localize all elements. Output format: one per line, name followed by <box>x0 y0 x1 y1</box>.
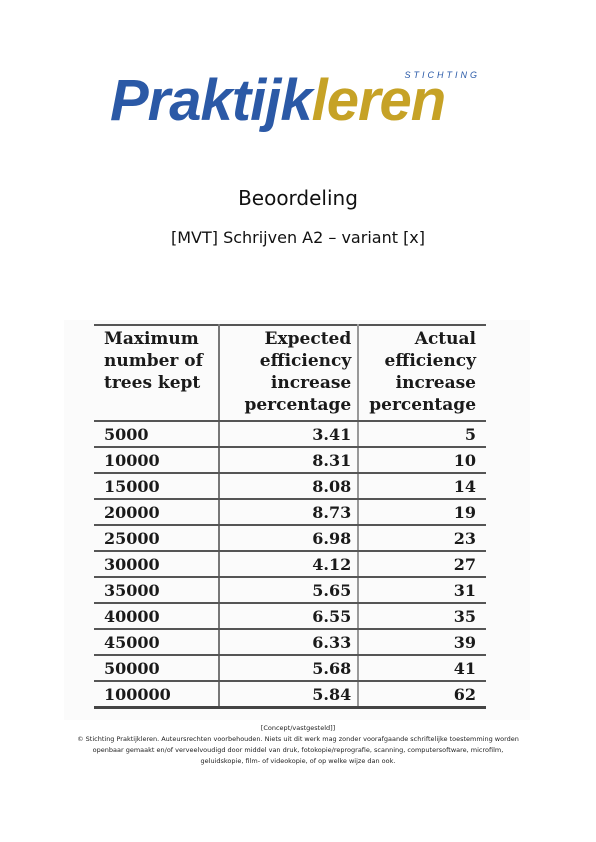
table-row: 15000 8.08 14 <box>94 473 486 500</box>
logo-wordmark: Praktijkleren <box>110 66 447 136</box>
copyright-footer: [Concept/vastgesteld]] © Stichting Prakt… <box>0 723 596 767</box>
cell-max-trees: 45000 <box>94 629 220 656</box>
cell-actual-efficiency: 39 <box>358 629 486 656</box>
cell-actual-efficiency: 19 <box>358 499 486 526</box>
cell-expected-efficiency: 6.33 <box>218 629 360 656</box>
cell-expected-efficiency: 5.68 <box>218 655 360 682</box>
efficiency-table-image: Maximum number of trees kept Expected ef… <box>64 320 530 720</box>
cell-expected-efficiency: 8.73 <box>218 499 360 526</box>
header-actual-efficiency: Actual efficiency increase percentage <box>358 324 486 422</box>
cell-max-trees: 50000 <box>94 655 220 682</box>
logo-stichting-text: STICHTING <box>404 70 480 80</box>
table-body: 5000 3.41 5 10000 8.31 10 15000 8.08 14 20000 8.73… <box>94 421 486 709</box>
table-row: 50000 5.68 41 <box>94 655 486 682</box>
cell-actual-efficiency: 10 <box>358 447 486 474</box>
cell-max-trees: 100000 <box>94 681 220 709</box>
cell-max-trees: 25000 <box>94 525 220 552</box>
footer-status: [Concept/vastgesteld]] <box>260 724 336 732</box>
cell-max-trees: 40000 <box>94 603 220 630</box>
cell-max-trees: 20000 <box>94 499 220 526</box>
cell-max-trees: 15000 <box>94 473 220 500</box>
header-max-trees: Maximum number of trees kept <box>94 324 220 422</box>
cell-expected-efficiency: 8.31 <box>218 447 360 474</box>
cell-expected-efficiency: 6.98 <box>218 525 360 552</box>
table-row: 40000 6.55 35 <box>94 603 486 630</box>
footer-line-2: openbaar gemaakt en/of verveelvoudigd do… <box>92 746 504 754</box>
cell-actual-efficiency: 62 <box>358 681 486 709</box>
table-header-row: Maximum number of trees kept Expected ef… <box>94 324 486 422</box>
table-row: 25000 6.98 23 <box>94 525 486 552</box>
cell-actual-efficiency: 35 <box>358 603 486 630</box>
praktijkleren-logo: STICHTING Praktijkleren <box>110 66 490 136</box>
footer-line-3: geluidskopie, film- of videokopie, of op… <box>200 757 396 765</box>
cell-actual-efficiency: 23 <box>358 525 486 552</box>
cell-actual-efficiency: 5 <box>358 421 486 448</box>
logo-part-praktijk: Praktijk <box>110 68 313 133</box>
cell-max-trees: 35000 <box>94 577 220 604</box>
footer-line-1: © Stichting Praktijkleren. Auteursrechte… <box>77 735 519 743</box>
cell-actual-efficiency: 14 <box>358 473 486 500</box>
table-row: 20000 8.73 19 <box>94 499 486 526</box>
cell-expected-efficiency: 8.08 <box>218 473 360 500</box>
cell-expected-efficiency: 4.12 <box>218 551 360 578</box>
cell-actual-efficiency: 41 <box>358 655 486 682</box>
table-row: 100000 5.84 62 <box>94 681 486 709</box>
cell-expected-efficiency: 3.41 <box>218 421 360 448</box>
cell-actual-efficiency: 31 <box>358 577 486 604</box>
cell-max-trees: 30000 <box>94 551 220 578</box>
table-row: 30000 4.12 27 <box>94 551 486 578</box>
table-row: 5000 3.41 5 <box>94 421 486 448</box>
cell-max-trees: 5000 <box>94 421 220 448</box>
page-title: Beoordeling <box>238 186 358 210</box>
efficiency-table: Maximum number of trees kept Expected ef… <box>94 324 486 709</box>
cell-expected-efficiency: 5.84 <box>218 681 360 709</box>
table-row: 35000 5.65 31 <box>94 577 486 604</box>
header-expected-efficiency: Expected efficiency increase percentage <box>218 324 360 422</box>
cell-actual-efficiency: 27 <box>358 551 486 578</box>
logo-part-leren: leren <box>311 68 447 133</box>
cell-max-trees: 10000 <box>94 447 220 474</box>
page-subtitle: [MVT] Schrijven A2 – variant [x] <box>170 228 426 247</box>
table-row: 45000 6.33 39 <box>94 629 486 656</box>
table-row: 10000 8.31 10 <box>94 447 486 474</box>
cell-expected-efficiency: 5.65 <box>218 577 360 604</box>
cell-expected-efficiency: 6.55 <box>218 603 360 630</box>
